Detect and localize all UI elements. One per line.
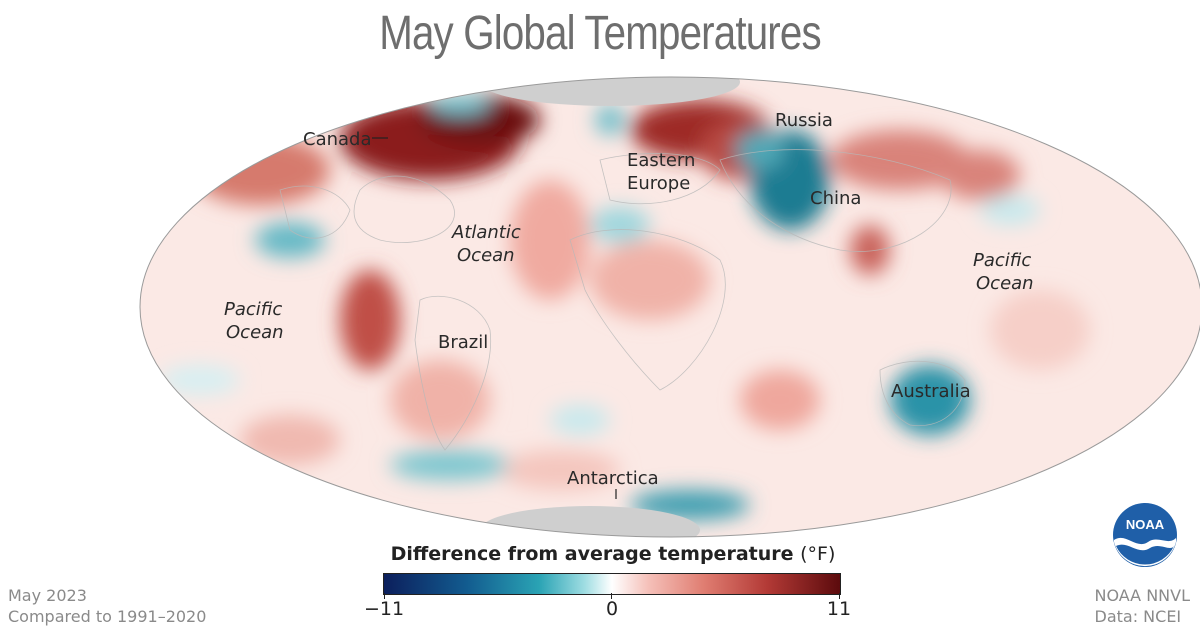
footer-baseline: Compared to 1991–2020: [8, 607, 207, 626]
arctic-no-data: [480, 77, 740, 106]
label-pacific-west-line2: Ocean: [226, 322, 284, 343]
globe-outline: [139, 76, 1200, 538]
footer-period: May 2023: [8, 586, 87, 605]
footer-data-credit: Data: NCEI: [1094, 607, 1182, 626]
label-eastern-europe-line1: Eastern: [627, 150, 695, 171]
map-title: May Global Temperatures: [379, 7, 821, 60]
legend-min-label: −11: [363, 598, 405, 620]
label-australia: Australia: [891, 381, 971, 402]
label-russia: Russia: [775, 110, 833, 131]
label-antarctica: Antarctica: [567, 468, 659, 489]
label-china: China: [810, 188, 861, 209]
legend-max-label: 11: [826, 598, 852, 620]
footer-right: NOAA NNVL Data: NCEI: [1095, 585, 1191, 627]
anomaly-field: [140, 77, 1200, 537]
label-pacific-east-line2: Ocean: [976, 273, 1034, 294]
legend-tick-max: [839, 593, 840, 599]
footer-left: May 2023 Compared to 1991–2020: [8, 585, 206, 627]
label-canada: Canada: [303, 129, 372, 150]
label-eastern-europe-line2: Europe: [627, 173, 690, 194]
label-atlantic-line2: Ocean: [457, 245, 515, 266]
legend-unit: (°F): [800, 543, 836, 565]
label-atlantic-line1: Atlantic: [451, 222, 521, 243]
noaa-logo-text: NOAA: [1126, 517, 1165, 532]
label-brazil: Brazil: [438, 332, 488, 353]
legend-tick-mid: [611, 593, 612, 599]
noaa-logo-icon: NOAA: [1113, 503, 1177, 567]
legend-mid-label: 0: [605, 598, 619, 620]
label-pacific-west-line1: Pacific: [224, 299, 282, 320]
legend-tick-min: [384, 593, 385, 599]
label-pacific-east-line1: Pacific: [973, 250, 1031, 271]
footer-source: NOAA NNVL: [1094, 586, 1191, 605]
legend-colorbar: [383, 573, 841, 595]
legend-title: Difference from average temperature (°F): [0, 543, 1200, 565]
legend-title-text: Difference from average temperature: [390, 543, 794, 565]
antarctic-no-data: [480, 506, 700, 537]
